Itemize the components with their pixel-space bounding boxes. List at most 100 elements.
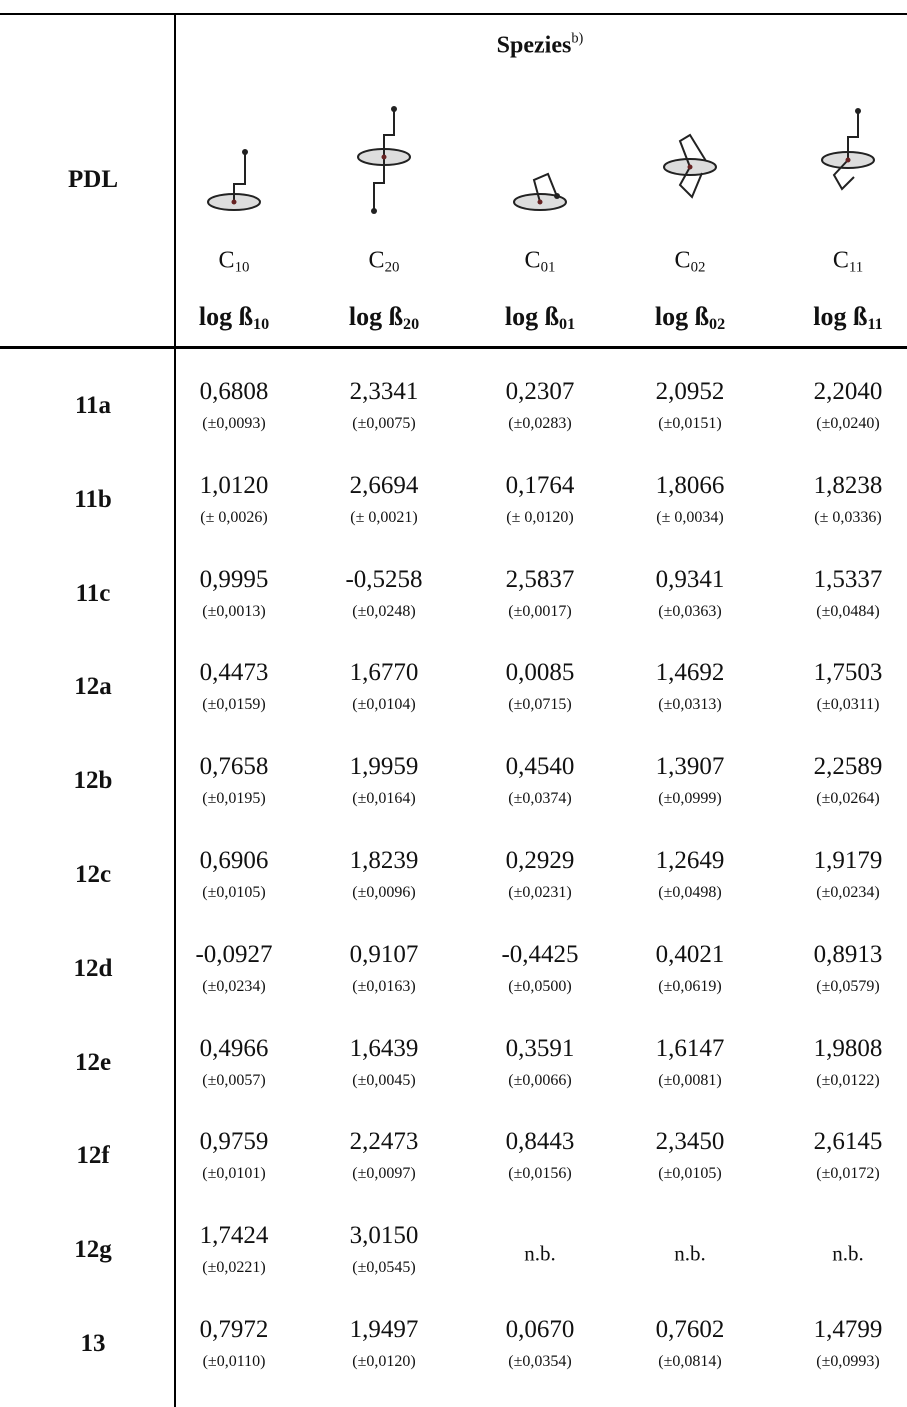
- cell-value: 0,9995: [199, 565, 269, 593]
- cell-value: 1,4799: [813, 1316, 883, 1343]
- species-name-base: C: [524, 247, 541, 274]
- cell-value: 0,0670: [505, 1316, 575, 1343]
- constant-label-base: log ß: [654, 301, 710, 331]
- cell-error: (±0,0221): [202, 1259, 266, 1277]
- species-name-sub: 01: [540, 259, 556, 276]
- cell-error: (±0,0101): [202, 1165, 266, 1183]
- cell-error: (±0,0045): [352, 1071, 416, 1089]
- cell-value: 1,9497: [349, 1316, 419, 1343]
- cell-error: (±0,0484): [816, 602, 880, 620]
- row-label: 12d: [73, 954, 113, 982]
- constant-label-base: log ß: [504, 301, 560, 331]
- cell-error: (±0,0313): [658, 696, 722, 714]
- row-label: 11b: [74, 485, 112, 513]
- species-icon: [821, 108, 875, 191]
- cell-value: 2,6145: [813, 1128, 883, 1156]
- row-label: 12f: [76, 1142, 110, 1170]
- cell-value: 1,7424: [199, 1222, 269, 1250]
- cell-value: 1,8238: [813, 471, 883, 499]
- cell-error: (±0,0363): [658, 602, 722, 620]
- cell-value: 0,7658: [199, 753, 269, 781]
- cell-error: (±0,0057): [202, 1071, 266, 1089]
- row-label-header: PDL: [68, 166, 118, 193]
- cell-value: 0,3591: [505, 1034, 575, 1062]
- cell-value: 0,6808: [199, 378, 269, 405]
- cell-error: (±0,0120): [352, 1353, 416, 1370]
- cell-value: 0,2307: [505, 378, 575, 405]
- constant-label: log ß10: [199, 302, 269, 334]
- species-name-base: C: [832, 247, 849, 274]
- species-name: C01: [525, 248, 556, 277]
- cell-value: 0,4540: [505, 753, 575, 781]
- cell-error: (±0,0311): [816, 696, 880, 714]
- cell-value: 2,3341: [349, 378, 419, 405]
- cell-value: 1,8066: [655, 471, 725, 499]
- constant-label-sub: 10: [253, 316, 270, 334]
- cell-value: 0,4966: [199, 1034, 269, 1062]
- species-name-sub: 11: [848, 259, 864, 276]
- row-label: 12b: [73, 767, 113, 795]
- cell-error: (± 0,0336): [814, 508, 882, 526]
- species-icon: [207, 149, 261, 211]
- cell-error: (±0,0075): [352, 415, 416, 432]
- constant-label: log ß20: [349, 302, 419, 334]
- row-label: 11c: [75, 579, 111, 607]
- cell-value: 1,9179: [813, 847, 883, 874]
- cell-error: (±0,0374): [508, 790, 572, 808]
- cell-value: 1,2649: [655, 847, 725, 874]
- row-label: 12e: [74, 1048, 112, 1076]
- constant-label-sub: 20: [403, 316, 420, 334]
- cell-value: n.b.: [674, 1241, 706, 1266]
- cell-value: 1,0120: [199, 471, 269, 499]
- species-name-sub: 20: [384, 259, 400, 276]
- cell-value: 1,9959: [349, 753, 419, 781]
- cell-error: (±0,0163): [352, 977, 416, 995]
- cell-value: 0,1764: [505, 471, 575, 499]
- cell-value: 0,9759: [199, 1128, 269, 1156]
- cell-value: 0,9107: [349, 940, 419, 968]
- cell-error: (±0,0234): [816, 884, 880, 901]
- constant-label: log ß02: [655, 302, 725, 334]
- cell-value: 2,2040: [813, 378, 883, 405]
- cell-error: (±0,0545): [352, 1259, 416, 1277]
- cell-error: (±0,0156): [508, 1165, 572, 1183]
- cell-value: 0,4021: [655, 940, 725, 968]
- cell-value: 1,6770: [349, 659, 419, 687]
- cell-error: (±0,0017): [508, 602, 572, 620]
- header-rule: [0, 346, 907, 349]
- cell-error: (±0,0164): [352, 790, 416, 808]
- cell-error: (±0,0066): [508, 1071, 572, 1089]
- cell-value: 0,0085: [505, 659, 575, 687]
- species-name-sub: 02: [690, 259, 706, 276]
- species-name-base: C: [368, 247, 385, 274]
- cell-value: n.b.: [832, 1241, 864, 1266]
- cell-value: 0,9341: [655, 565, 725, 593]
- cell-value: 1,6147: [655, 1034, 725, 1062]
- cell-error: (±0,0093): [202, 415, 266, 432]
- cell-error: (±0,0096): [352, 884, 416, 901]
- species-name: C10: [219, 248, 250, 277]
- cell-value: 3,0150: [349, 1222, 419, 1250]
- cell-error: (±0,0234): [202, 977, 266, 995]
- cell-value: 0,7602: [655, 1316, 725, 1343]
- cell-error: (±0,0264): [816, 790, 880, 808]
- cell-value: n.b.: [524, 1241, 556, 1266]
- row-label: 13: [80, 1330, 106, 1357]
- row-label: 12a: [74, 673, 112, 701]
- cell-value: 1,6439: [349, 1034, 419, 1062]
- species-icon: [513, 172, 567, 211]
- cell-value: 1,8239: [349, 847, 419, 874]
- group-title: Speziesb): [497, 30, 584, 59]
- cell-error: (± 0,0021): [350, 508, 418, 526]
- species-name-sub: 10: [234, 259, 250, 276]
- constant-label-sub: 11: [867, 316, 883, 334]
- cell-value: 0,2929: [505, 847, 575, 874]
- cell-error: (±0,0105): [202, 884, 266, 901]
- cell-error: (±0,0240): [816, 415, 880, 432]
- cell-error: (±0,0354): [508, 1353, 572, 1370]
- cell-value: 0,8443: [505, 1128, 575, 1156]
- cell-error: (±0,0814): [658, 1353, 722, 1370]
- cell-value: 1,5337: [813, 565, 883, 593]
- cell-error: (±0,0999): [658, 790, 722, 808]
